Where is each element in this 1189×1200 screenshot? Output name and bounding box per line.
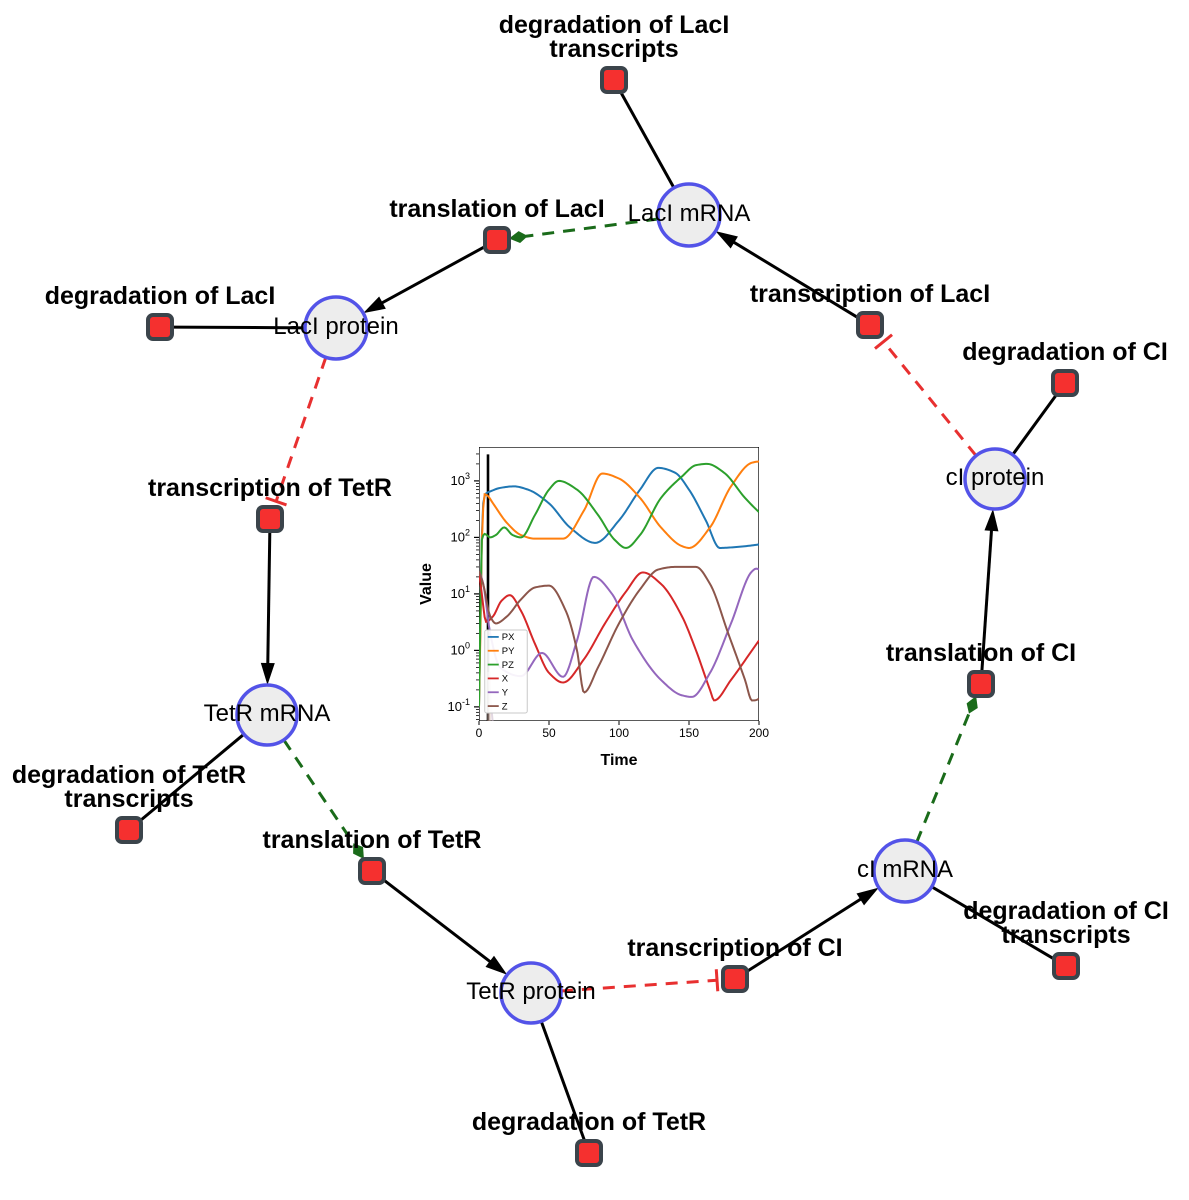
svg-text:PX: PX bbox=[502, 632, 515, 643]
svg-text:101: 101 bbox=[451, 584, 470, 601]
svg-text:100: 100 bbox=[451, 640, 470, 657]
svg-text:200: 200 bbox=[749, 726, 769, 740]
svg-text:X: X bbox=[502, 674, 509, 685]
svg-text:100: 100 bbox=[609, 726, 629, 740]
svg-text:PY: PY bbox=[502, 646, 515, 657]
svg-text:102: 102 bbox=[451, 527, 470, 544]
svg-text:Value: Value bbox=[418, 563, 435, 605]
svg-text:PZ: PZ bbox=[502, 660, 514, 671]
svg-text:50: 50 bbox=[542, 726, 556, 740]
svg-text:Time: Time bbox=[600, 752, 637, 769]
svg-text:10-1: 10-1 bbox=[448, 697, 470, 714]
svg-text:Y: Y bbox=[502, 687, 509, 698]
svg-text:103: 103 bbox=[451, 471, 470, 488]
svg-text:150: 150 bbox=[679, 726, 699, 740]
svg-text:Z: Z bbox=[502, 701, 508, 712]
svg-text:0: 0 bbox=[476, 726, 483, 740]
